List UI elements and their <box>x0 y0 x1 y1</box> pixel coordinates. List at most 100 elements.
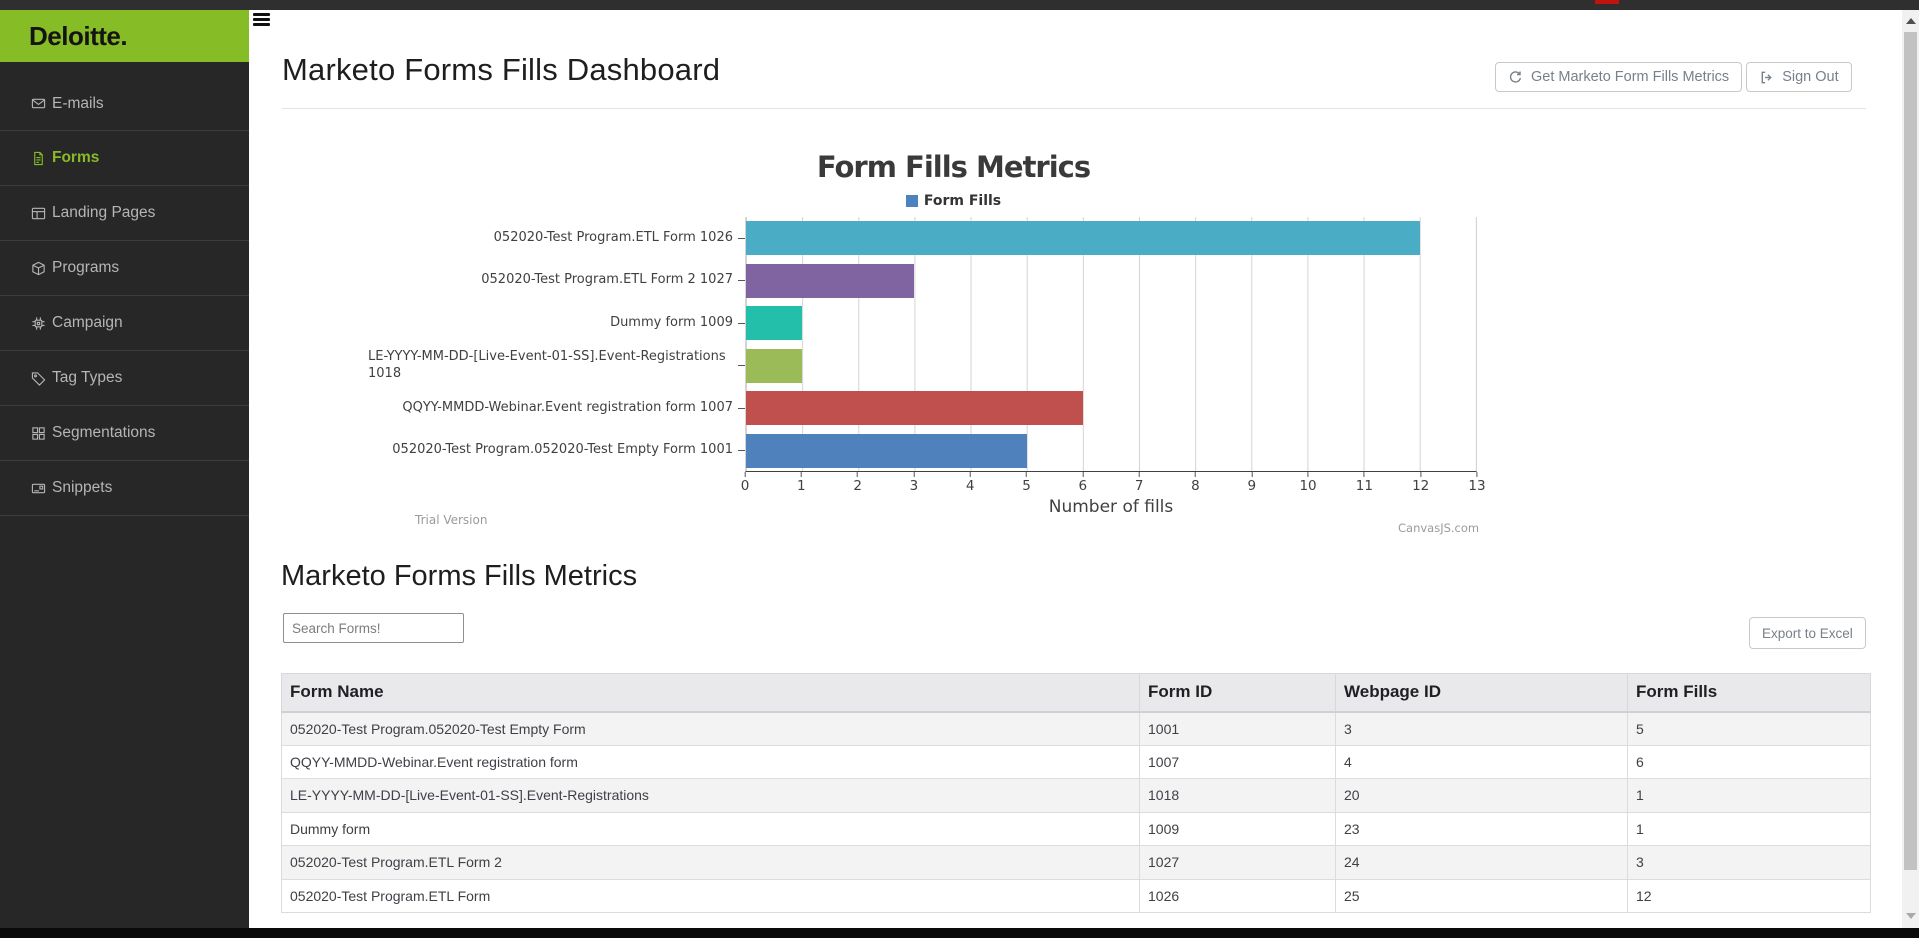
scrollbar-thumb[interactable] <box>1904 32 1917 870</box>
sidebar-item-landing-pages[interactable]: Landing Pages <box>0 186 249 241</box>
table-cell: QQYY-MMDD-Webinar.Event registration for… <box>281 744 1140 779</box>
x-tick-label: 4 <box>966 472 975 494</box>
chart-x-axis-title: Number of fills <box>1048 497 1174 517</box>
chart-category-axis: 052020-Test Program.ETL Form 1026 052020-… <box>337 217 745 472</box>
refresh-icon <box>1509 70 1522 83</box>
x-tick-label: 8 <box>1191 472 1200 494</box>
sidebar-item-label: Campaign <box>52 314 123 331</box>
sign-out-icon <box>1761 71 1772 83</box>
table-row: Dummy form 1009 23 1 <box>281 811 1871 846</box>
table-cell: 1 <box>1627 778 1871 813</box>
chip-icon <box>31 316 46 331</box>
table-cell: 3 <box>1335 711 1628 746</box>
table-header-row: Form Name Form ID Webpage ID Form Fills <box>281 673 1871 713</box>
scroll-up-button[interactable] <box>1902 12 1919 29</box>
chart-bar <box>746 306 803 341</box>
chart-title: Form Fills Metrics <box>816 150 1091 184</box>
header-actions: Get Marketo Form Fills Metrics Sign Out <box>1495 62 1852 92</box>
table-cell: 25 <box>1335 878 1628 913</box>
x-tick-label: 2 <box>853 472 862 494</box>
table-cell: 24 <box>1335 845 1628 880</box>
chart-category-label: LE-YYYY-MM-DD-[Live-Event-01-SS].Event-R… <box>337 345 745 388</box>
table-cell: 3 <box>1627 845 1871 880</box>
sidebar-item-segmentations[interactable]: Segmentations <box>0 406 249 461</box>
table-cell: 4 <box>1335 744 1628 779</box>
chart-x-axis: 0 1 2 3 4 5 6 7 8 9 10 11 12 13 <box>741 472 1486 496</box>
chart-bar <box>746 221 1420 256</box>
table-column-header: Webpage ID <box>1335 673 1628 713</box>
browser-topbar <box>0 0 1919 10</box>
table-cell: LE-YYYY-MM-DD-[Live-Event-01-SS].Event-R… <box>281 778 1140 813</box>
card-icon <box>31 481 46 496</box>
table-column-header: Form ID <box>1139 673 1336 713</box>
table-cell: 1026 <box>1139 878 1336 913</box>
loading-indicator <box>1595 0 1619 4</box>
chart-bar-row <box>746 302 1476 345</box>
layout-icon <box>31 206 46 221</box>
table-cell: 20 <box>1335 778 1628 813</box>
form-fills-chart: Form Fills Metrics Form Fills 052020-Tes… <box>337 150 1570 517</box>
legend-label: Form Fills <box>923 193 1002 209</box>
chart-category-label: 052020-Test Program.ETL Form 1026 <box>337 217 745 260</box>
table-cell: 1027 <box>1139 845 1336 880</box>
chart-category-label: 052020-Test Program.052020-Test Empty Fo… <box>337 430 745 473</box>
table-row: LE-YYYY-MM-DD-[Live-Event-01-SS].Event-R… <box>281 778 1871 813</box>
sidebar-item-tag-types[interactable]: Tag Types <box>0 351 249 406</box>
table-row: QQYY-MMDD-Webinar.Event registration for… <box>281 744 1871 779</box>
table-cell: 1007 <box>1139 744 1336 779</box>
section-title: Marketo Forms Fills Metrics <box>281 560 638 592</box>
sidebar-item-label: Forms <box>52 149 100 166</box>
x-tick-label: 7 <box>1135 472 1143 494</box>
sidebar-item-label: Snippets <box>52 479 113 496</box>
sidebar-item-label: Segmentations <box>52 424 156 441</box>
sidebar-item-label: Programs <box>52 259 120 276</box>
scrollbar-track[interactable] <box>1902 10 1919 928</box>
chart-bar-row <box>746 387 1476 430</box>
x-tick-label: 5 <box>1022 472 1031 494</box>
table-column-header: Form Name <box>281 673 1140 713</box>
search-input[interactable] <box>283 613 464 643</box>
sidebar-item-forms[interactable]: Forms <box>0 131 249 186</box>
chart-bar-row <box>746 217 1476 260</box>
chart-body: 052020-Test Program.ETL Form 1026 052020-… <box>337 217 1570 472</box>
table-cell: 12 <box>1627 878 1871 913</box>
table-cell: 5 <box>1627 711 1871 746</box>
x-tick-label: 6 <box>1079 472 1087 494</box>
sidebar-item-label: E-mails <box>52 94 104 112</box>
scroll-down-button[interactable] <box>1902 907 1919 924</box>
x-tick-label: 0 <box>741 472 749 494</box>
document-icon <box>31 151 46 166</box>
chart-bar <box>746 348 803 383</box>
table-cell: 052020-Test Program.052020-Test Empty Fo… <box>281 711 1140 746</box>
export-to-excel-button[interactable]: Export to Excel <box>1749 617 1866 649</box>
x-tick-label: 10 <box>1299 472 1317 494</box>
table-row: 052020-Test Program.ETL Form 2 1027 24 3 <box>281 845 1871 880</box>
sidebar-item-e-mails[interactable]: E-mails <box>0 76 249 131</box>
sidebar-item-programs[interactable]: Programs <box>0 241 249 296</box>
sidebar-nav: E-mails Forms Landing Pages Programs Campaig… <box>0 62 249 516</box>
canvasjs-watermark: CanvasJS.com <box>1398 521 1480 535</box>
page-title: Marketo Forms Fills Dashboard <box>282 52 721 87</box>
forms-metrics-table: Form Name Form ID Webpage ID Form Fills 052… <box>281 673 1871 913</box>
table-cell: 1001 <box>1139 711 1336 746</box>
cube-icon <box>31 261 46 276</box>
table-row: 052020-Test Program.ETL Form 1026 25 12 <box>281 878 1871 913</box>
chart-category-label: QQYY-MMDD-Webinar.Event registration for… <box>337 387 745 430</box>
table-cell: 1 <box>1627 811 1871 846</box>
x-tick-label: 13 <box>1468 472 1486 494</box>
grid-icon <box>31 426 46 441</box>
tag-icon <box>31 371 46 386</box>
sign-out-button[interactable]: Sign Out <box>1746 62 1852 92</box>
table-cell: 052020-Test Program.ETL Form <box>281 878 1140 913</box>
legend-swatch <box>905 195 918 207</box>
arrow-up-icon <box>1905 17 1916 24</box>
get-metrics-button[interactable]: Get Marketo Form Fills Metrics <box>1495 62 1743 92</box>
chart-bar <box>746 433 1027 468</box>
sidebar-item-snippets[interactable]: Snippets <box>0 461 249 516</box>
table-column-header: Form Fills <box>1627 673 1871 713</box>
sidebar-item-campaign[interactable]: Campaign <box>0 296 249 351</box>
hamburger-menu-icon[interactable] <box>253 13 270 27</box>
footer-bar <box>0 928 1919 938</box>
table-cell: Dummy form <box>281 811 1140 846</box>
